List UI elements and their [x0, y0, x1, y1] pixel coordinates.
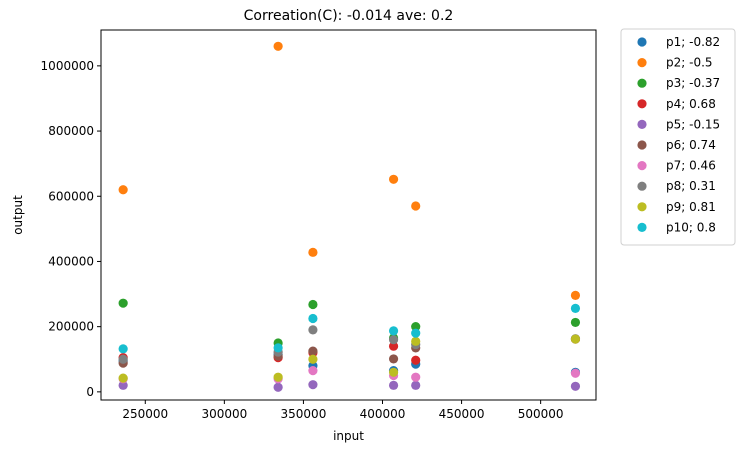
y-tick-label: 800000 [48, 124, 94, 138]
data-point [570, 317, 581, 328]
legend-marker [637, 161, 647, 171]
y-tick-label: 600000 [48, 189, 94, 203]
data-point [308, 325, 318, 335]
data-point [118, 373, 128, 383]
legend-marker [637, 222, 647, 232]
legend-marker [637, 119, 647, 129]
x-axis: 250000 300000 350000 400000 450000 500000 [122, 400, 564, 421]
legend-entry: p6; 0.74 [666, 138, 716, 152]
data-point [308, 380, 318, 390]
data-point [411, 201, 421, 211]
y-tick-label: 1000000 [41, 59, 94, 73]
data-point [570, 334, 581, 344]
legend-entry: p3; -0.37 [666, 76, 720, 90]
series-p10 [118, 303, 581, 354]
data-point [118, 354, 128, 364]
data-point [308, 299, 318, 310]
x-tick-label: 350000 [281, 407, 327, 421]
y-axis: 0 200000 400000 600000 800000 1000000 [41, 59, 101, 399]
chart-title: Correation(C): -0.014 ave: 0.2 [244, 8, 454, 24]
data-point [388, 335, 399, 345]
legend-entry: p9; 0.81 [666, 200, 716, 214]
data-point [570, 368, 581, 378]
series-p5 [118, 380, 581, 392]
data-point [308, 354, 318, 364]
series-p9 [118, 334, 581, 383]
data-point [411, 355, 421, 365]
legend-marker [637, 78, 647, 88]
data-point [308, 366, 318, 376]
x-tick-label: 450000 [439, 407, 485, 421]
data-point [118, 344, 128, 354]
data-point [570, 290, 581, 300]
data-point [570, 303, 581, 313]
plot-frame [100, 29, 597, 401]
legend-frame [620, 28, 736, 246]
data-point [388, 354, 399, 364]
data-point [411, 322, 421, 332]
data-point [273, 382, 283, 392]
legend-marker [637, 140, 647, 150]
legend-marker [637, 37, 647, 47]
data-point [411, 328, 421, 338]
data-point [118, 185, 128, 195]
data-point [388, 174, 399, 184]
x-tick-label: 250000 [122, 407, 168, 421]
legend-marker [637, 99, 647, 109]
data-point [388, 326, 399, 336]
data-point [308, 346, 318, 356]
data-point [411, 336, 421, 346]
legend-entry: p2; -0.5 [666, 56, 713, 70]
legend-entry: p8; 0.31 [666, 179, 716, 193]
data-point [118, 380, 128, 390]
data-point [118, 298, 128, 308]
legend-entry: p1; -0.82 [666, 35, 720, 49]
y-tick-label: 400000 [48, 254, 94, 268]
x-axis-label: input [333, 429, 364, 443]
y-axis-label: output [11, 195, 25, 235]
data-point [388, 341, 399, 351]
legend-entry: p10; 0.8 [666, 220, 716, 234]
data-point [273, 343, 283, 353]
plot-area [118, 41, 581, 392]
legend: p1; -0.82 p2; -0.5 p3; -0.37 p4; 0.68 p5; -0… [620, 28, 736, 246]
legend-entry: p7; 0.46 [666, 159, 716, 173]
data-point [273, 41, 283, 51]
y-tick-label: 0 [86, 385, 94, 399]
data-point [388, 367, 399, 377]
data-point [411, 372, 421, 382]
data-point [308, 313, 318, 324]
legend-entry: p5; -0.15 [666, 117, 720, 131]
data-point [273, 372, 283, 382]
data-point [570, 381, 581, 391]
x-tick-label: 500000 [518, 407, 564, 421]
data-point [388, 380, 399, 390]
legend-marker [637, 181, 647, 191]
legend-marker [637, 58, 647, 68]
y-tick-label: 200000 [48, 320, 94, 334]
legend-marker [637, 202, 647, 212]
series-p2 [118, 41, 581, 300]
data-point [411, 380, 421, 390]
data-point [308, 247, 318, 257]
x-tick-label: 400000 [360, 407, 406, 421]
legend-entry: p4; 0.68 [666, 97, 716, 111]
x-tick-label: 300000 [201, 407, 247, 421]
